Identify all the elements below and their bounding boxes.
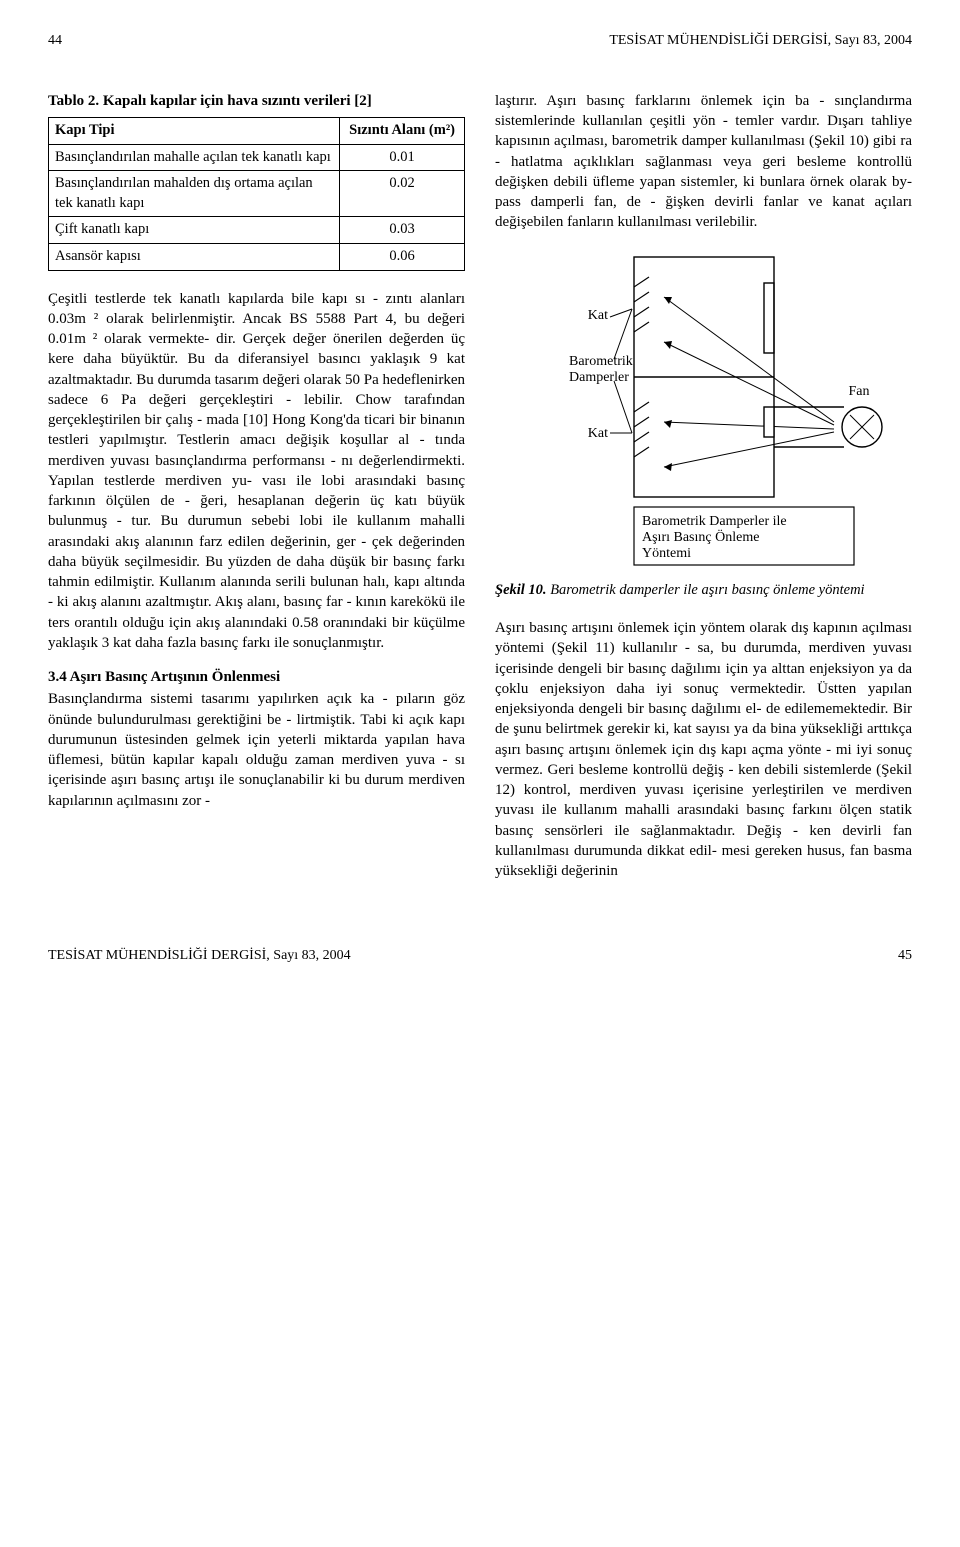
figure-10: Kat Kat Barometrik Damperler Fan Baromet… bbox=[495, 247, 912, 601]
figure-caption-text: Barometrik damperler ile aşırı basınç ön… bbox=[550, 582, 864, 598]
left-para-2: Basınçlandırma sistemi tasarımı yapılırk… bbox=[48, 689, 465, 811]
figure-number: Şekil 10. bbox=[495, 582, 547, 598]
fig-boxline3: Yöntemi bbox=[642, 546, 691, 561]
left-para-1: Çeşitli testlerde tek kanatlı kapılarda … bbox=[48, 289, 465, 654]
right-para-1: laştırır. Aşırı basınç farklarını önleme… bbox=[495, 91, 912, 233]
figure-svg: Kat Kat Barometrik Damperler Fan Baromet… bbox=[514, 247, 894, 577]
table-caption: Tablo 2. Kapalı kapılar için hava sızınt… bbox=[48, 91, 465, 111]
left-column: Tablo 2. Kapalı kapılar için hava sızınt… bbox=[48, 91, 465, 896]
table-row: Basınçlandırılan mahalden dış ortama açı… bbox=[49, 171, 465, 217]
td-value: 0.03 bbox=[340, 217, 465, 244]
right-page-number: 45 bbox=[898, 947, 912, 966]
td-label: Çift kanatlı kapı bbox=[49, 217, 340, 244]
leakage-table: Kapı Tipi Sızıntı Alanı (m²) Basınçlandı… bbox=[48, 117, 465, 270]
td-label: Basınçlandırılan mahalden dış ortama açı… bbox=[49, 171, 340, 217]
fig-boxline1: Barometrik Damperler ile bbox=[642, 514, 787, 529]
page-header: 44 TESİSAT MÜHENDİSLİĞİ DERGİSİ, Sayı 83… bbox=[48, 32, 912, 51]
table-caption-bold: Tablo 2. Kapalı kapılar için hava sızınt… bbox=[48, 93, 372, 109]
td-value: 0.06 bbox=[340, 243, 465, 270]
fig-boxline2: Aşırı Basınç Önleme bbox=[642, 528, 759, 545]
td-label: Asansör kapısı bbox=[49, 243, 340, 270]
journal-title: TESİSAT MÜHENDİSLİĞİ DERGİSİ, Sayı 83, 2… bbox=[609, 32, 912, 51]
fig-label-fan: Fan bbox=[848, 384, 869, 399]
th-alan: Sızıntı Alanı (m²) bbox=[340, 118, 465, 145]
table-row: Basınçlandırılan mahalle açılan tek kana… bbox=[49, 144, 465, 171]
td-label: Basınçlandırılan mahalle açılan tek kana… bbox=[49, 144, 340, 171]
fig-label-kat2: Kat bbox=[587, 426, 607, 441]
right-column: laştırır. Aşırı basınç farklarını önleme… bbox=[495, 91, 912, 896]
left-page-number: 44 bbox=[48, 32, 62, 51]
fig-label-kat1: Kat bbox=[587, 308, 607, 323]
table-row: Asansör kapısı 0.06 bbox=[49, 243, 465, 270]
two-column-layout: Tablo 2. Kapalı kapılar için hava sızınt… bbox=[48, 91, 912, 896]
fig-label-baro2: Damperler bbox=[569, 370, 629, 385]
th-kapttipi: Kapı Tipi bbox=[49, 118, 340, 145]
td-value: 0.02 bbox=[340, 171, 465, 217]
fig-label-baro1: Barometrik bbox=[569, 354, 633, 369]
td-value: 0.01 bbox=[340, 144, 465, 171]
figure-caption: Şekil 10. Barometrik damperler ile aşırı… bbox=[543, 581, 912, 601]
page-footer: TESİSAT MÜHENDİSLİĞİ DERGİSİ, Sayı 83, 2… bbox=[48, 947, 912, 966]
footer-journal-title: TESİSAT MÜHENDİSLİĞİ DERGİSİ, Sayı 83, 2… bbox=[48, 947, 351, 966]
table-header-row: Kapı Tipi Sızıntı Alanı (m²) bbox=[49, 118, 465, 145]
section-heading-3-4: 3.4 Aşırı Basınç Artışının Önlenmesi bbox=[48, 667, 465, 687]
right-para-2: Aşırı basınç artışını önlemek için yönte… bbox=[495, 618, 912, 881]
table-row: Çift kanatlı kapı 0.03 bbox=[49, 217, 465, 244]
